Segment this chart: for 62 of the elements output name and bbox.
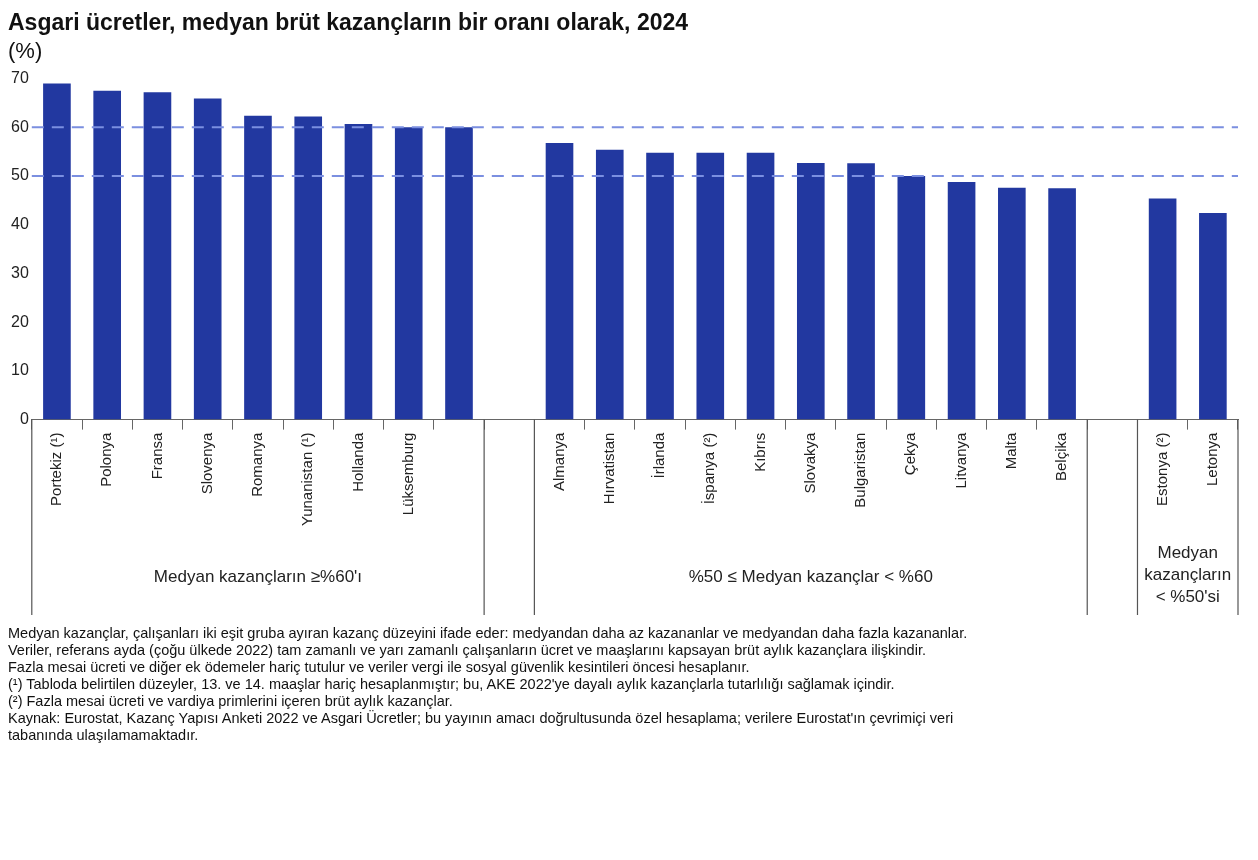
- bar: [1148, 198, 1177, 420]
- bar: [847, 163, 875, 420]
- x-tick-label: İrlanda: [650, 431, 668, 479]
- bar: [897, 176, 926, 420]
- y-tick-label: 10: [11, 361, 29, 379]
- bar: [947, 181, 976, 420]
- bar: [796, 162, 825, 420]
- text: Medyan kazançların ≥%60'ı: [153, 566, 363, 586]
- text: %50 ≤ Medyan kazançlar < %60: [688, 566, 933, 586]
- bar: [394, 127, 423, 420]
- bar: [193, 98, 222, 420]
- x-tick-label: Slovenya: [197, 431, 215, 495]
- bar: [1048, 188, 1076, 420]
- x-tick-label: Letonya: [1203, 431, 1221, 487]
- x-tick-label: Romanya: [248, 431, 266, 497]
- text: (¹) Tabloda belirtilen düzeyler, 13. ve 14. maaşlar hariç hesaplanmıştır; bu, AKE 2022'ye dayalı aylık kazançlarla tutarlılığı sağlamak içindir.: [8, 676, 896, 693]
- text: (²) Fazla mesai ücreti ve vardiya primlerini içeren brüt aylık kazançlar.: [8, 693, 454, 710]
- x-tick-label: Polonya: [97, 431, 115, 487]
- x-tick-label: Kıbrıs: [750, 432, 768, 472]
- x-tick-label: Litvanya: [951, 431, 969, 489]
- bar: [93, 90, 122, 420]
- chart-title: Asgari ücretler, medyan brüt kazançların bir oranı olarak, 2024: [8, 8, 690, 36]
- text: Veriler, referans ayda (çoğu ülkede 2022) tam zamanlı ve yarı zamanlı çalışanların ücret ve maaşlarını kapsayan brüt aylık kazançlara ilişkindir.: [8, 642, 927, 659]
- text: Medyan kazançlar, çalışanları iki eşit gruba ayıran kazanç düzeyini ifade eder: medyandan daha az kazananlar ve medyandan daha fazla kazananlar.: [8, 625, 968, 642]
- x-tick-label: Malta: [1001, 431, 1019, 470]
- chart-subtitle: (%): [8, 37, 44, 65]
- bar: [595, 149, 624, 420]
- x-tick-label: Hırvatistan: [599, 432, 617, 505]
- text: Medyan kazançların < %50'si: [1144, 542, 1232, 606]
- bar: [294, 116, 323, 420]
- x-tick-label: Çekya: [901, 431, 919, 476]
- x-tick-label: İspanya (²): [700, 432, 718, 505]
- x-tick-label: Lüksemburg: [398, 432, 416, 516]
- x-tick-label: Almanya: [549, 431, 567, 491]
- x-tick-label: Bulgaristan: [851, 432, 869, 508]
- y-tick-label: 0: [19, 410, 29, 428]
- x-tick-label: Belçika: [1052, 431, 1070, 481]
- y-tick-label: 30: [11, 263, 29, 281]
- x-tick-label: Portekiz (¹): [47, 432, 65, 506]
- bar: [445, 127, 473, 420]
- text: Fazla mesai ücreti ve diğer ek ödemeler hariç tutulur ve veriler vergi ile sosyal güvenlik kesintileri öncesi hesaplanır.: [8, 659, 751, 676]
- x-tick-label: Hollanda: [348, 431, 366, 492]
- bar: [143, 92, 172, 420]
- bar: [244, 115, 272, 420]
- y-tick-label: 50: [11, 166, 29, 184]
- x-tick-label: Yunanistan (¹): [298, 432, 316, 527]
- y-tick-label: 70: [11, 69, 29, 87]
- bar: [344, 123, 373, 420]
- x-tick-label: Slovakya: [800, 431, 818, 494]
- bar: [43, 83, 71, 420]
- bar: [998, 187, 1026, 420]
- bar: [646, 152, 674, 420]
- x-tick-label: Fransa: [147, 431, 165, 480]
- bar: [1199, 213, 1227, 420]
- y-tick-label: 20: [11, 312, 29, 330]
- bar: [746, 152, 775, 420]
- y-tick-label: 60: [11, 117, 29, 135]
- y-tick-label: 40: [11, 215, 29, 233]
- x-tick-label: Estonya (²): [1152, 432, 1170, 506]
- text: Kaynak: Eurostat, Kazanç Yapısı Anketi 2022 ve Asgari Ücretler; bu yayının amacı doğrultusunda özel hesaplama; verilere Eurostat'ın çevrimiçi veri tabanında ulaşılamamaktadır.: [8, 710, 955, 744]
- bar: [696, 152, 725, 420]
- bar: [545, 142, 574, 420]
